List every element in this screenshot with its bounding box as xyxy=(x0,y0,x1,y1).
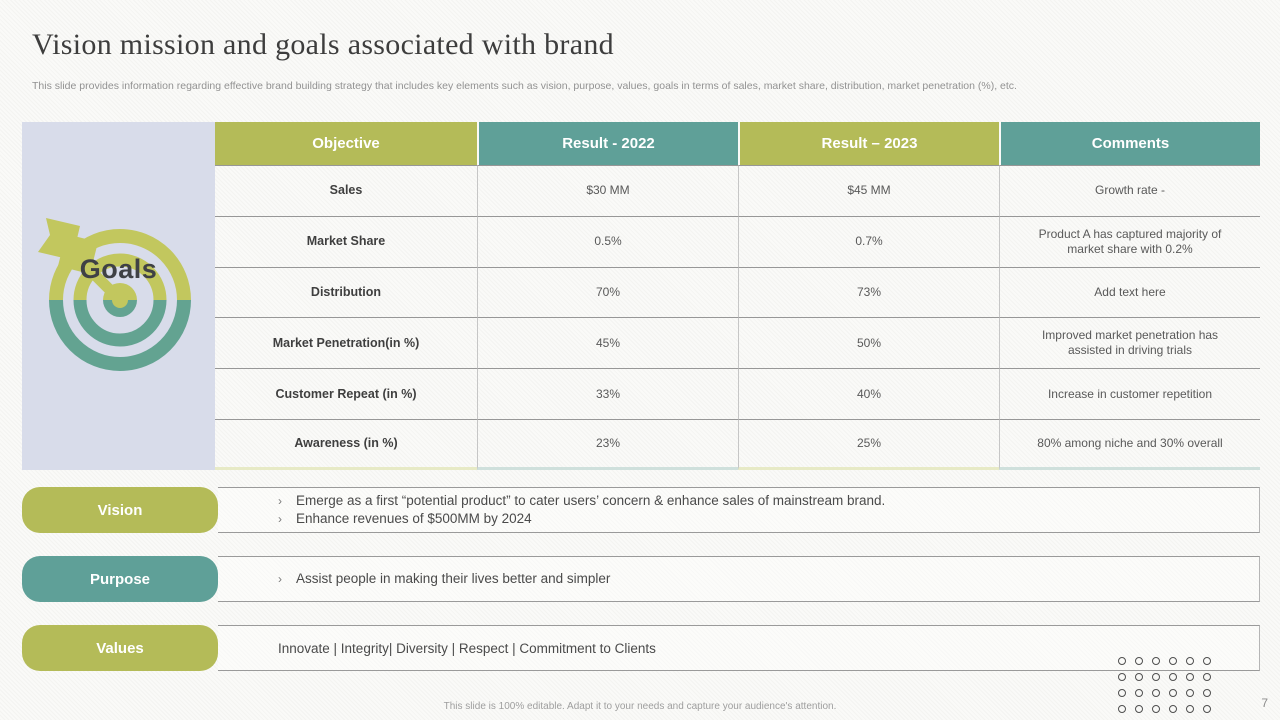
dot-icon xyxy=(1186,689,1194,697)
dot-icon xyxy=(1152,657,1160,665)
cell-comments: Product A has captured majority of marke… xyxy=(999,215,1260,267)
cell-result-2022: 23% xyxy=(477,419,738,470)
dot-icon xyxy=(1135,657,1143,665)
values-band: Values Innovate | Integrity| Diversity |… xyxy=(22,625,1260,671)
goals-label: Goals xyxy=(79,254,158,284)
cell-comments: Add text here xyxy=(999,266,1260,318)
dot-icon xyxy=(1152,705,1160,713)
cell-objective: Distribution xyxy=(215,266,477,318)
cell-result-2023: 50% xyxy=(738,317,999,369)
cell-objective: Sales xyxy=(215,165,477,216)
table-header-objective: Objective xyxy=(215,122,477,165)
dot-icon xyxy=(1169,705,1177,713)
dot-icon xyxy=(1169,673,1177,681)
dot-icon xyxy=(1203,689,1211,697)
cell-objective: Market Share xyxy=(215,215,477,267)
vision-label: Vision xyxy=(22,487,218,533)
dot-icon xyxy=(1118,689,1126,697)
arrow-shaft xyxy=(38,218,128,308)
table-header-comments: Comments xyxy=(999,122,1260,165)
purpose-band: Purpose › Assist people in making their … xyxy=(22,556,1260,602)
dot-icon xyxy=(1135,689,1143,697)
values-content: Innovate | Integrity| Diversity | Respec… xyxy=(218,625,1260,671)
dot-icon xyxy=(1152,673,1160,681)
vision-bullet-1: › Emerge as a first “potential product” … xyxy=(278,493,886,508)
dot-icon xyxy=(1169,657,1177,665)
cell-result-2022: 70% xyxy=(477,266,738,318)
cell-objective: Awareness (in %) xyxy=(215,419,477,470)
dot-icon xyxy=(1186,657,1194,665)
dot-icon xyxy=(1203,657,1211,665)
vision-bullet-2: › Enhance revenues of $500MM by 2024 xyxy=(278,511,532,526)
values-label: Values xyxy=(22,625,218,671)
cell-comments: Increase in customer repetition xyxy=(999,368,1260,420)
dot-icon xyxy=(1186,705,1194,713)
cell-result-2022: 0.5% xyxy=(477,215,738,267)
dot-icon xyxy=(1135,705,1143,713)
cell-result-2023: 40% xyxy=(738,368,999,420)
table-header-result-2023: Result – 2023 xyxy=(738,122,999,165)
purpose-content: › Assist people in making their lives be… xyxy=(218,556,1260,602)
dot-icon xyxy=(1203,673,1211,681)
dot-icon xyxy=(1118,657,1126,665)
page-number: 7 xyxy=(1261,696,1268,710)
chevron-bullet-icon: › xyxy=(278,494,282,508)
cell-result-2022: 45% xyxy=(477,317,738,369)
cell-result-2023: $45 MM xyxy=(738,165,999,216)
vision-band: Vision › Emerge as a first “potential pr… xyxy=(22,487,1260,533)
vision-content: › Emerge as a first “potential product” … xyxy=(218,487,1260,533)
cell-objective: Market Penetration(in %) xyxy=(215,317,477,368)
dot-icon xyxy=(1186,673,1194,681)
table-header-result-2022: Result - 2022 xyxy=(477,122,738,165)
target-with-arrow-icon xyxy=(38,218,191,371)
dot-icon xyxy=(1135,673,1143,681)
page-title: Vision mission and goals associated with… xyxy=(32,28,614,61)
decorative-dots-grid xyxy=(1118,657,1220,720)
cell-result-2022: 33% xyxy=(477,368,738,420)
cell-result-2023: 0.7% xyxy=(738,215,999,267)
cell-comments: 80% among niche and 30% overall xyxy=(999,419,1260,470)
cell-objective: Customer Repeat (in %) xyxy=(215,368,477,419)
footer-note: This slide is 100% editable. Adapt it to… xyxy=(443,701,837,712)
purpose-label: Purpose xyxy=(22,556,218,602)
cell-comments: Growth rate - xyxy=(999,165,1260,216)
purpose-bullet-1: › Assist people in making their lives be… xyxy=(278,571,611,586)
chevron-bullet-icon: › xyxy=(278,512,282,526)
values-text: Innovate | Integrity| Diversity | Respec… xyxy=(278,640,656,656)
slide-subtitle: This slide provides information regardin… xyxy=(32,80,1017,92)
dot-icon xyxy=(1118,705,1126,713)
goals-panel: Goals xyxy=(22,122,215,470)
cell-result-2023: 25% xyxy=(738,419,999,470)
brand-goals-table: Objective Result - 2022 Result – 2023 Co… xyxy=(215,122,1260,470)
cell-result-2022: $30 MM xyxy=(477,165,738,216)
dot-icon xyxy=(1203,705,1211,713)
dot-icon xyxy=(1169,689,1177,697)
cell-comments: Improved market penetration has assisted… xyxy=(999,317,1260,369)
chevron-bullet-icon: › xyxy=(278,572,282,586)
dot-icon xyxy=(1152,689,1160,697)
dot-icon xyxy=(1118,673,1126,681)
cell-result-2023: 73% xyxy=(738,266,999,318)
